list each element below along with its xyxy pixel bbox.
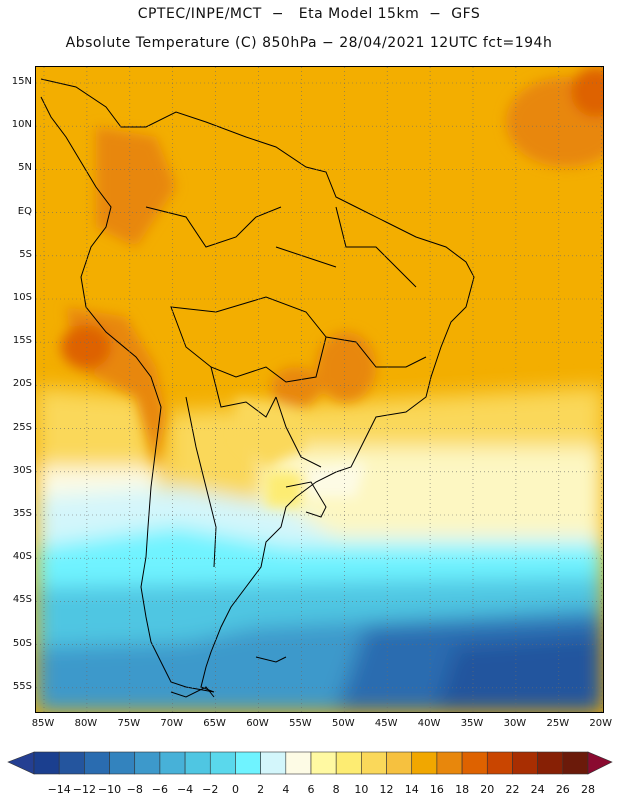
colorbar-swatch (461, 751, 488, 775)
colorbar-tick-label: 22 (505, 783, 520, 796)
colorbar-tick-label: −8 (126, 783, 143, 796)
lon-label: 55W (289, 718, 312, 729)
colorbar-tick-label: −10 (97, 783, 122, 796)
header-subtitle: Absolute Temperature (C) 850hPa − 28/04/… (65, 35, 553, 51)
colorbar-tick-label: −14 (47, 783, 71, 796)
colorbar-swatch (84, 751, 110, 775)
lon-label: 65W (203, 718, 226, 729)
map-frame (35, 66, 604, 713)
colorbar-min-arrow (7, 751, 35, 775)
colorbar-swatch (235, 751, 261, 775)
lon-label: 80W (74, 718, 98, 729)
lat-label: 15N (11, 76, 32, 87)
lon-label: 45W (374, 718, 398, 729)
colorbar-swatch (134, 751, 161, 775)
colorbar-swatch (33, 751, 60, 775)
colorbar-tick-label: 6 (307, 783, 315, 796)
lon-label: 30W (503, 718, 527, 729)
lat-label: 15S (12, 335, 32, 347)
temperature-colorbar (7, 751, 613, 775)
colorbar-tick-label: −4 (176, 783, 194, 796)
lon-label: 35W (460, 718, 484, 729)
colorbar-tick-label: 28 (581, 783, 595, 796)
lat-label: 55S (12, 680, 32, 692)
colorbar-tick-label: −12 (72, 783, 96, 796)
lat-label: 50S (12, 637, 32, 649)
colorbar-swatch (335, 751, 362, 775)
colorbar-tick-label: −2 (202, 783, 219, 796)
lat-label: 30S (12, 464, 32, 476)
colorbar-swatch (361, 751, 387, 775)
lon-label: 25W (546, 718, 570, 729)
lon-label: 75W (117, 718, 141, 729)
lon-label: 40W (417, 718, 441, 729)
colorbar-swatch (285, 751, 312, 775)
colorbar-tick-label: 10 (354, 783, 369, 796)
lat-label: 45S (12, 594, 32, 606)
lat-label: 5N (18, 162, 32, 174)
colorbar-tick-label: 18 (455, 783, 470, 796)
header-title: CPTEC/INPE/MCT − Eta Model 15km − GFS (137, 6, 481, 22)
lat-label: 40S (12, 551, 32, 563)
lat-label: 10S (12, 292, 32, 303)
colorbar-tick-label: 2 (257, 783, 265, 796)
colorbar-swatch (386, 751, 413, 775)
lat-label: 25S (12, 421, 32, 433)
temperature-map (36, 67, 603, 712)
colorbar-tick-label: −6 (151, 783, 169, 796)
colorbar-swatch (537, 751, 564, 775)
colorbar-swatch (109, 751, 136, 775)
colorbar-swatch (562, 751, 589, 775)
lat-label: 5S (19, 248, 32, 260)
lat-label: EQ (17, 205, 32, 217)
lat-label: 35S (12, 508, 32, 519)
lon-label: 50W (331, 718, 355, 729)
lon-label: 70W (160, 718, 183, 729)
colorbar-tick-label: 8 (332, 783, 340, 796)
colorbar-tick-label: 4 (282, 783, 290, 796)
colorbar-swatch (512, 751, 538, 775)
colorbar-tick-label: 26 (555, 783, 570, 796)
colorbar-swatch (209, 751, 236, 775)
colorbar-tick-label: 14 (404, 783, 419, 796)
lat-label: 10N (11, 119, 32, 131)
colorbar-tick-label: 0 (231, 783, 239, 796)
lon-label: 60W (246, 718, 269, 729)
lon-label: 20W (589, 718, 612, 729)
colorbar-tick-label: 20 (480, 783, 495, 796)
colorbar-swatch (486, 751, 513, 775)
colorbar-swatch (184, 751, 211, 775)
colorbar-swatch (58, 751, 85, 775)
colorbar-swatch (159, 751, 186, 775)
colorbar-swatch (310, 751, 337, 775)
colorbar-swatch (411, 751, 438, 775)
colorbar-max-arrow (587, 751, 613, 775)
colorbar-tick-label: 16 (429, 783, 444, 796)
colorbar-swatch (436, 751, 463, 775)
lat-label: 20S (12, 378, 32, 390)
colorbar-swatch (260, 751, 287, 775)
colorbar-tick-label: 24 (530, 783, 545, 796)
colorbar-tick-label: 12 (379, 783, 394, 796)
lon-label: 85W (31, 718, 55, 729)
